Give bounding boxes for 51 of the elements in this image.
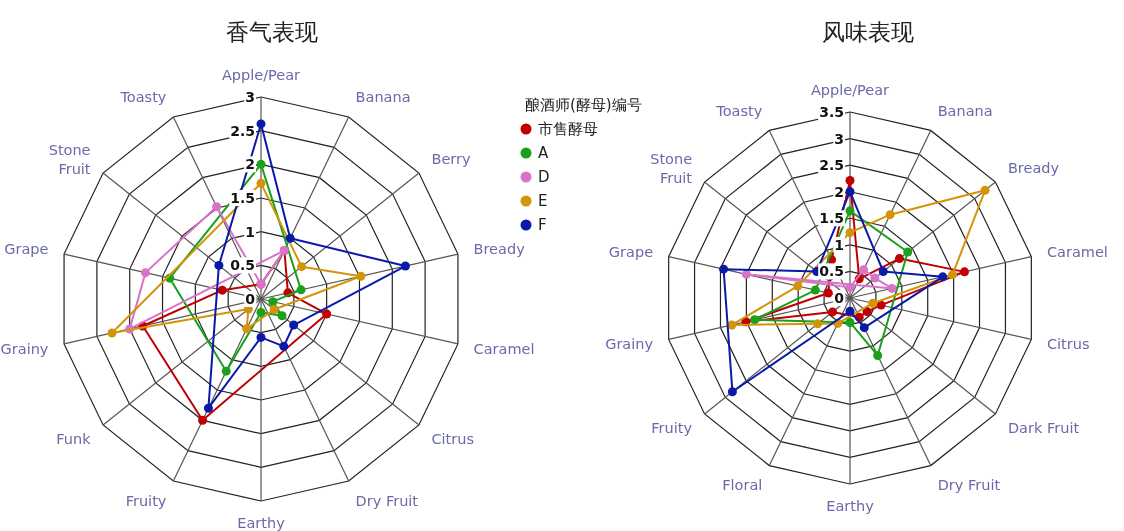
spoke-label: Dry Fruit [355, 492, 419, 509]
y-tick-label: 1 [245, 223, 255, 240]
spoke-label: Dark Fruit [1007, 419, 1080, 436]
spoke-label: Stone Fruit [48, 142, 91, 178]
spoke-label: Banana [937, 102, 993, 119]
spoke-label: Funk [56, 430, 92, 447]
legend-label: 市售酵母 [538, 120, 598, 138]
spoke-label: Grainy [0, 340, 49, 357]
spoke-label: Dry Fruit [937, 477, 1001, 494]
spoke-label: Grape [4, 241, 49, 258]
y-tick-label: 3 [834, 130, 844, 147]
chart-title: 风味表现 [822, 19, 914, 45]
spoke-label: Berry [431, 151, 471, 168]
spoke-label: Banana [355, 89, 411, 106]
y-tick-label: 0 [245, 291, 256, 307]
legend-label: A [538, 144, 549, 162]
y-tick-label: 2 [245, 156, 255, 173]
spoke-label: Caramel [1046, 243, 1108, 260]
y-tick-label: 1.5 [819, 210, 844, 227]
spoke-label: Citrus [1046, 336, 1090, 353]
spoke-label: Toasty [715, 102, 763, 119]
spoke-label: Fruity [651, 419, 693, 436]
spoke-label: Bready [473, 241, 526, 258]
spoke-label: Apple/Pear [810, 82, 890, 98]
y-tick-label: 0.5 [819, 263, 844, 280]
legend-label: F [538, 216, 547, 234]
y-tick-label: 1.5 [230, 190, 255, 206]
y-tick-label: 0 [834, 290, 845, 306]
spoke-label: Citrus [431, 430, 474, 447]
legend-label: D [538, 168, 550, 186]
y-tick-label: 3 [245, 89, 255, 105]
chart-title: 香气表现 [226, 19, 318, 45]
spoke-label: Grainy [605, 336, 654, 353]
y-tick-label: 1 [834, 236, 844, 253]
spoke-label: Bready [1007, 160, 1060, 177]
y-tick-label: 2.5 [819, 157, 844, 174]
spoke-label: Toasty [119, 89, 167, 106]
spoke-label: Apple/Pear [221, 67, 301, 83]
y-tick-label: 0.5 [230, 257, 255, 274]
spoke-label: Stone Fruit [650, 151, 693, 187]
spoke-label: Earthy [826, 498, 875, 514]
spoke-label: Fruity [125, 492, 167, 509]
y-tick-label: 2.5 [230, 122, 255, 139]
spoke-label: Caramel [473, 340, 535, 357]
spoke-label: Earthy [237, 515, 286, 531]
y-tick-label: 3.5 [819, 104, 844, 120]
legend-title: 酿酒师(酵母)编号 [525, 96, 642, 114]
legend-label: E [538, 192, 548, 210]
y-tick-label: 2 [834, 183, 844, 200]
spoke-label: Floral [722, 477, 763, 494]
spoke-label: Grape [608, 243, 654, 260]
